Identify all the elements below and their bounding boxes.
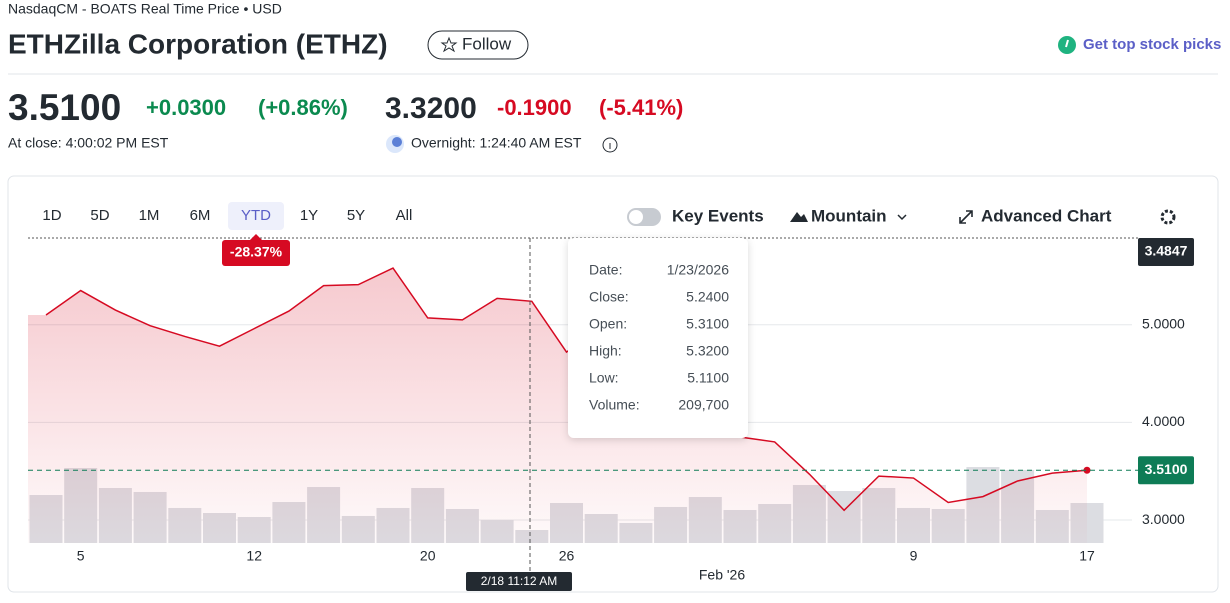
tooltip-key: Close: (589, 289, 629, 305)
range-label: YTD (241, 207, 271, 224)
exchange: NasdaqCM - BOATS Real Time Price • USD (8, 1, 282, 17)
advanced-label: Advanced Chart (981, 206, 1112, 225)
tooltip-key: Open: (589, 316, 627, 332)
price-line (45, 267, 1088, 512)
follow-label: Follow (462, 34, 512, 53)
range-button[interactable]: 1Y (300, 207, 318, 224)
tooltip-key: Volume: (589, 397, 640, 413)
range-label: 1D (42, 207, 61, 224)
last-point (1083, 466, 1091, 474)
change-pct: (+0.86%) (258, 95, 348, 120)
y-tick-label: 5.0000 (1142, 315, 1185, 331)
promo-link[interactable]: Get top stock picks (1058, 36, 1221, 54)
range-button[interactable]: All (396, 207, 413, 224)
expand-icon (959, 210, 973, 224)
tooltip-value: 5.3200 (686, 343, 729, 359)
period-change: -28.37% (230, 244, 283, 260)
info-icon[interactable] (602, 137, 618, 153)
range-button[interactable]: 6M (190, 207, 211, 224)
x-tick-label: 5 (77, 548, 85, 564)
last-price-label: 3.5100 (1145, 461, 1188, 477)
range-button[interactable]: 1M (139, 207, 160, 224)
tooltip-value: 5.1100 (687, 370, 729, 386)
crosshair-time: 2/18 11:12 AM (481, 574, 558, 588)
close-time: At close: 4:00:02 PM EST (8, 135, 169, 151)
tooltip-key: Low: (589, 370, 619, 386)
tooltip-key: High: (589, 343, 622, 359)
follow-outline (427, 30, 529, 60)
period-badge (222, 240, 290, 266)
key-events-toggle[interactable]: Key Events (627, 206, 764, 226)
range-button[interactable]: YTD (228, 202, 284, 230)
overnight-change: -0.1900 (497, 95, 572, 120)
tooltip-value: 5.2400 (686, 289, 729, 305)
price: 3.5100 (8, 87, 121, 128)
moon-icon-shape (392, 137, 402, 147)
promo-label: Get top stock picks (1083, 36, 1221, 53)
period-badge-pointer (250, 234, 262, 240)
area-fill (28, 268, 1087, 543)
settings-icon[interactable] (1160, 209, 1176, 225)
range-label: 6M (190, 207, 211, 224)
range-highlight (228, 202, 284, 230)
range-label: All (396, 207, 413, 224)
range-label: 1M (139, 207, 160, 224)
chart-style-menu[interactable]: Mountain (790, 206, 907, 225)
toggle-knob (629, 210, 643, 224)
range-label: 5Y (347, 207, 365, 224)
range-button[interactable]: 5D (90, 207, 109, 224)
x-tick-label: Feb '26 (699, 567, 745, 583)
range-button[interactable]: 5Y (347, 207, 365, 224)
overnight-change-pct: (-5.41%) (599, 95, 683, 120)
chevron (897, 214, 907, 221)
tooltip-box (568, 238, 748, 438)
chart-style-label: Mountain (811, 206, 887, 225)
x-tick-label: 26 (559, 548, 575, 564)
y-tick-label: 4.0000 (1142, 413, 1185, 429)
overnight-price: 3.3200 (385, 92, 477, 125)
crosshair-time-badge (466, 572, 572, 591)
range-button[interactable]: 1D (42, 207, 61, 224)
star-icon (440, 36, 458, 53)
tooltip: Date: 1/23/2026 Close: 5.2400 Open: 5.3100 Hig… (568, 238, 748, 438)
y-tick-label: 3.0000 (1142, 511, 1185, 527)
x-tick-label: 17 (1079, 548, 1095, 564)
tooltip-key: Date: (589, 262, 622, 278)
change: +0.0300 (146, 95, 226, 120)
title: ETHZilla Corporation (ETHZ) (8, 28, 388, 59)
tooltip-value: 5.3100 (686, 316, 729, 332)
range-label: 1Y (300, 207, 318, 224)
crosshair-price: 3.4847 (1145, 243, 1188, 259)
chart: 3.0000 4.0000 5.0000 5 12 20 26 Feb '26 9 17 3.510… (28, 234, 1194, 591)
key-events-label: Key Events (672, 206, 764, 225)
advanced-chart-link[interactable]: Advanced Chart (959, 206, 1112, 225)
last-price-badge (1138, 456, 1194, 485)
crosshair-price-badge (1138, 238, 1194, 266)
tooltip-value: 209,700 (678, 397, 729, 413)
overnight-time: Overnight: 1:24:40 AM EST (411, 135, 582, 151)
x-tick-label: 9 (910, 548, 918, 564)
x-tick-label: 12 (246, 548, 262, 564)
mountain-icon (790, 212, 808, 222)
x-tick-label: 20 (420, 548, 436, 564)
follow-button[interactable]: Follow (427, 30, 529, 60)
tooltip-value: 1/23/2026 (667, 262, 729, 278)
promo-icon-mark (1065, 39, 1069, 48)
range-label: 5D (90, 207, 109, 224)
